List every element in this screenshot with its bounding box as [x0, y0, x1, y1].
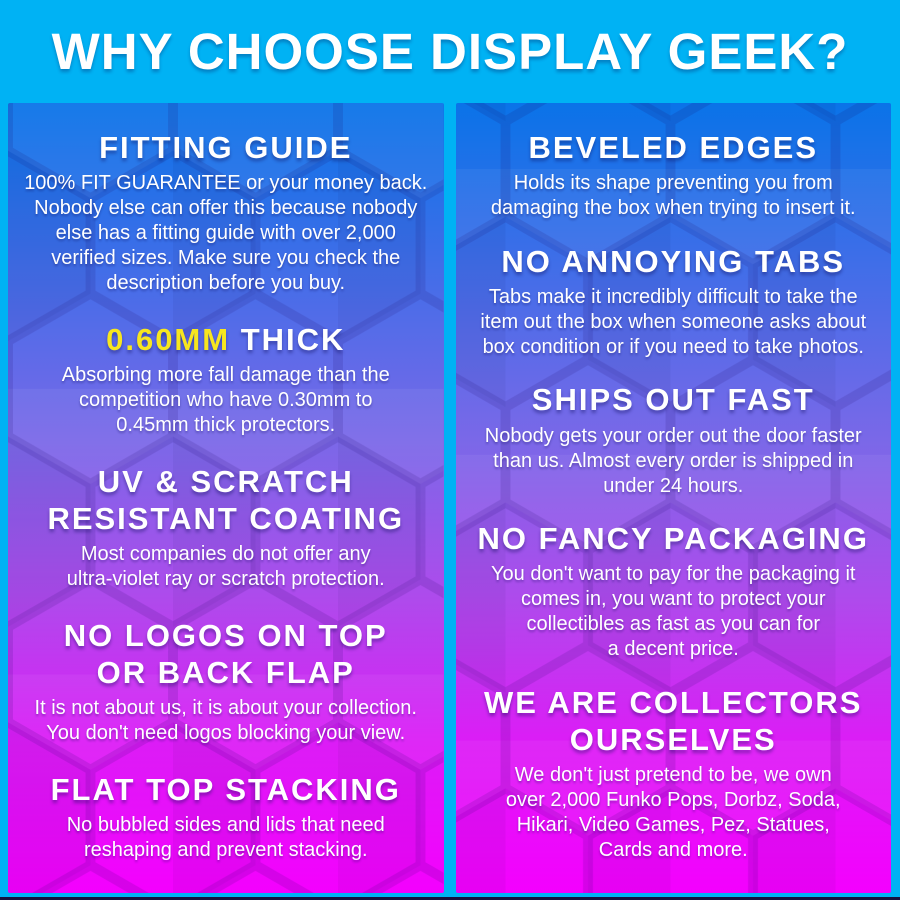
- column-right-sections: BEVELED EDGES Holds its shape preventing…: [456, 103, 892, 893]
- feature-heading-text: UV & SCRATCH RESISTANT COATING: [47, 463, 405, 536]
- column-left: FITTING GUIDE 100% FIT GUARANTEE or your…: [8, 103, 444, 893]
- feature-body: Holds its shape preventing you from dama…: [490, 172, 856, 220]
- feature-heading: BEVELED EDGES: [460, 129, 888, 166]
- feature-heading-text: BEVELED EDGES: [528, 130, 819, 165]
- feature-heading: WE ARE COLLECTORS OURSELVES: [460, 684, 888, 758]
- feature-body: Tabs make it incredibly difficult to tak…: [480, 285, 867, 358]
- feature-heading: FITTING GUIDE: [12, 129, 440, 166]
- feature-section: BEVELED EDGES Holds its shape preventing…: [460, 129, 888, 221]
- feature-heading: FLAT TOP STACKING: [12, 771, 440, 808]
- feature-section: FLAT TOP STACKING No bubbled sides and l…: [12, 771, 440, 863]
- feature-heading-text: NO ANNOYING TABS: [501, 243, 846, 279]
- feature-heading: NO FANCY PACKAGING: [460, 520, 888, 557]
- feature-body: Most companies do not offer any ultra-vi…: [66, 543, 385, 591]
- feature-heading: UV & SCRATCH RESISTANT COATING: [12, 463, 440, 537]
- feature-heading-accent: 0.60MM: [106, 321, 231, 357]
- feature-heading: NO LOGOS ON TOP OR BACK FLAP: [12, 617, 440, 691]
- feature-heading: NO ANNOYING TABS: [460, 243, 888, 280]
- feature-section: FITTING GUIDE 100% FIT GUARANTEE or your…: [12, 129, 440, 296]
- bottom-strip: [0, 897, 900, 900]
- feature-section: NO LOGOS ON TOP OR BACK FLAP It is not a…: [12, 617, 440, 746]
- feature-heading-text: WE ARE COLLECTORS OURSELVES: [484, 684, 863, 757]
- feature-body: We don't just pretend to be, we own over…: [505, 764, 841, 861]
- feature-section: SHIPS OUT FAST Nobody gets your order ou…: [460, 381, 888, 498]
- feature-heading-text: THICK: [230, 321, 346, 357]
- feature-columns: FITTING GUIDE 100% FIT GUARANTEE or your…: [8, 103, 891, 893]
- column-right: BEVELED EDGES Holds its shape preventing…: [455, 103, 892, 893]
- page-title: WHY CHOOSE DISPLAY GEEK?: [51, 23, 849, 80]
- feature-body: You don't want to pay for the packaging …: [491, 563, 856, 661]
- feature-heading-text: NO FANCY PACKAGING: [477, 520, 869, 556]
- feature-body: No bubbled sides and lids that need resh…: [66, 814, 385, 861]
- feature-section: NO ANNOYING TABS Tabs make it incredibly…: [460, 243, 888, 360]
- feature-section: NO FANCY PACKAGING You don't want to pay…: [460, 520, 888, 662]
- feature-heading-text: FLAT TOP STACKING: [50, 771, 401, 807]
- feature-heading: 0.60MM THICK: [12, 321, 440, 358]
- feature-heading-text: FITTING GUIDE: [99, 130, 353, 165]
- feature-section: 0.60MM THICK Absorbing more fall damage …: [12, 321, 440, 438]
- feature-heading-text: NO LOGOS ON TOP OR BACK FLAP: [63, 617, 388, 690]
- feature-heading-text: SHIPS OUT FAST: [531, 382, 815, 418]
- column-left-sections: FITTING GUIDE 100% FIT GUARANTEE or your…: [8, 103, 444, 893]
- feature-section: UV & SCRATCH RESISTANT COATING Most comp…: [12, 463, 440, 592]
- feature-body: Nobody gets your order out the door fast…: [484, 424, 862, 497]
- feature-body: Absorbing more fall damage than the comp…: [61, 364, 390, 437]
- feature-heading: SHIPS OUT FAST: [460, 381, 888, 418]
- feature-body: It is not about us, it is about your col…: [34, 697, 417, 745]
- header: WHY CHOOSE DISPLAY GEEK?: [0, 0, 900, 103]
- feature-body: 100% FIT GUARANTEE or your money back. N…: [24, 172, 428, 295]
- feature-section: WE ARE COLLECTORS OURSELVES We don't jus…: [460, 684, 888, 863]
